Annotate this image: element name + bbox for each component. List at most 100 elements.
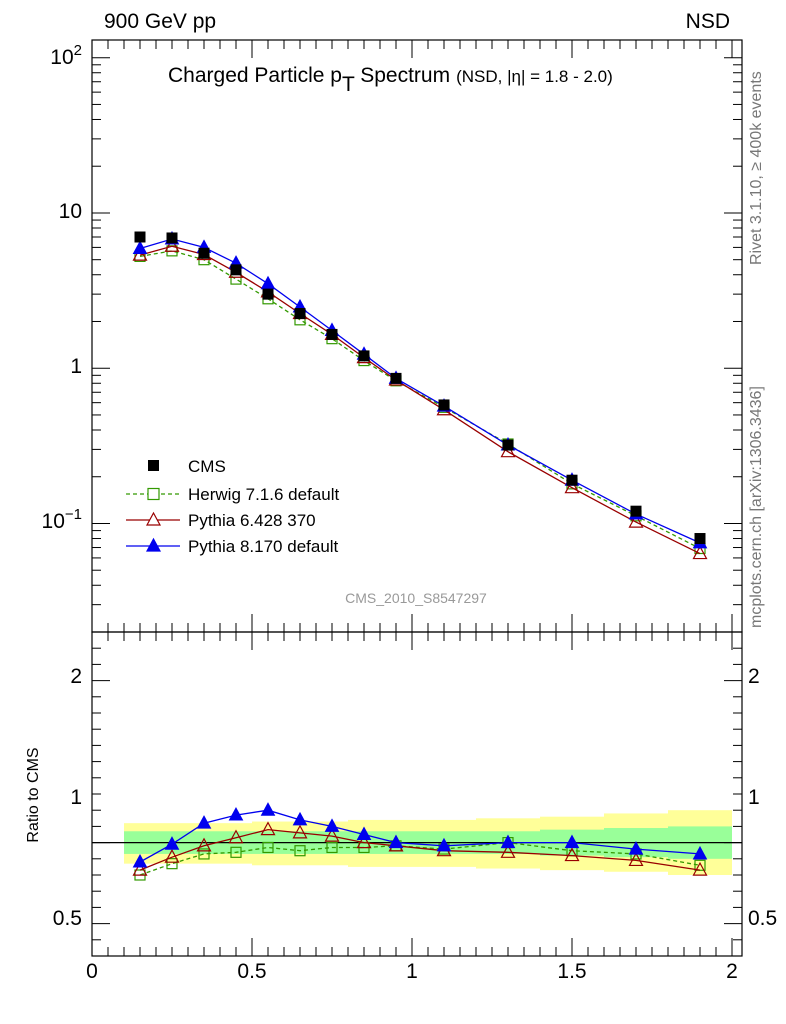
ratio-point-pythia-8-170-default <box>228 807 244 821</box>
ratio-point-pythia-8-170-default <box>692 845 708 860</box>
main-line-pythia-6-428-370 <box>139 245 701 555</box>
x-tick-label-1: 1 <box>406 960 418 983</box>
main-point-herwig-7-1-6-default <box>230 273 242 285</box>
main-point-pythia-6-428-370 <box>628 513 644 528</box>
title-main: Charged Particle p <box>168 64 342 87</box>
legend-marker-pythia6 <box>126 511 180 526</box>
main-point-cms <box>166 232 178 244</box>
ratio-plot-panel: 2 1 0.5 2 1 0.5 Ratio to CMS 0 0.5 1 1.5… <box>25 631 777 983</box>
y-tick-label-0.1: 10−1 <box>42 506 82 533</box>
ratio-plot-content <box>92 802 742 881</box>
ratio-point-pythia-6-428-370 <box>260 821 276 836</box>
legend-label-pythia6: Pythia 6.428 370 <box>188 511 316 530</box>
x-tick-label-2: 2 <box>726 960 738 983</box>
main-point-cms <box>566 474 578 486</box>
legend-label-pythia8: Pythia 8.170 default <box>188 537 339 556</box>
ratio-point-herwig-7-1-6-default <box>326 841 338 854</box>
ratio-y-tick-right-1: 1 <box>748 786 760 809</box>
y-tick-label-10: 10 <box>59 200 82 223</box>
main-point-cms <box>230 264 242 276</box>
legend-marker-pythia8 <box>126 537 180 552</box>
ratio-point-herwig-7-1-6-default <box>166 858 178 870</box>
main-point-cms <box>134 231 146 243</box>
title-subscript: T <box>342 73 355 96</box>
ratio-point-herwig-7-1-6-default <box>230 846 242 858</box>
ratio-point-pythia-8-170-default <box>500 834 516 849</box>
ratio-y-tick-left-0.5: 0.5 <box>53 907 82 930</box>
ratio-line-pythia-6-428-370 <box>139 828 701 871</box>
ratio-point-pythia-6-428-370 <box>164 848 180 863</box>
main-point-cms <box>694 533 706 545</box>
legend: CMS Herwig 7.1.6 default Pythia 6.428 37… <box>126 457 339 556</box>
ratio-point-herwig-7-1-6-default <box>694 859 706 871</box>
ratio-plot-frame <box>91 631 743 957</box>
main-point-cms <box>438 399 450 411</box>
ratio-point-pythia-6-428-370 <box>628 852 644 867</box>
ratio-point-pythia-8-170-default <box>436 837 452 852</box>
y-tick-label-100: 102 <box>50 42 82 69</box>
ratio-y-tick-right-2: 2 <box>748 665 760 688</box>
ratio-point-pythia-8-170-default <box>564 834 580 849</box>
header-energy-label: 900 GeV pp <box>104 10 216 33</box>
main-axis-ticks <box>91 40 742 633</box>
analysis-id-label: CMS_2010_S8547297 <box>345 590 487 606</box>
main-point-pythia-6-428-370 <box>132 246 148 261</box>
legend-marker-cms <box>148 460 159 471</box>
main-point-cms <box>390 372 402 384</box>
title-cuts: (NSD, |η| = 1.8 - 2.0) <box>456 67 613 86</box>
ratio-point-pythia-8-170-default <box>628 841 644 855</box>
ratio-point-pythia-8-170-default <box>164 836 180 850</box>
y-tick-label-1: 1 <box>70 355 82 378</box>
main-point-cms <box>198 247 210 259</box>
main-point-pythia-6-428-370 <box>692 545 708 560</box>
main-point-cms <box>630 505 642 517</box>
ratio-point-pythia-6-428-370 <box>356 834 372 849</box>
ratio-axis-ticks <box>91 632 742 956</box>
main-point-cms <box>358 350 370 362</box>
ratio-line-pythia-8-170-default <box>139 809 701 863</box>
main-point-cms <box>262 288 274 300</box>
ratio-point-pythia-6-428-370 <box>500 844 516 858</box>
ratio-point-pythia-6-428-370 <box>132 861 148 876</box>
legend-label-herwig: Herwig 7.1.6 default <box>188 485 339 504</box>
ratio-point-pythia-6-428-370 <box>692 861 708 876</box>
title-main2: Spectrum <box>354 64 450 87</box>
rivet-version-label: Rivet 3.1.10, ≥ 400k events <box>748 71 765 265</box>
main-plot-content <box>132 230 708 560</box>
ratio-point-pythia-8-170-default <box>356 826 372 840</box>
ratio-point-pythia-8-170-default <box>388 834 404 849</box>
ratio-point-pythia-6-428-370 <box>292 824 308 839</box>
main-point-pythia-8-170-default <box>132 240 148 255</box>
main-point-cms <box>294 308 306 320</box>
plot-title: Charged Particle pT Spectrum (NSD, |η| = … <box>168 64 613 96</box>
legend-label-cms: CMS <box>188 457 226 476</box>
ratio-point-pythia-6-428-370 <box>196 837 212 852</box>
y-tick-exponent-minus1: −1 <box>65 506 82 523</box>
ratio-point-pythia-8-170-default <box>292 811 308 826</box>
ratio-point-herwig-7-1-6-default <box>294 845 306 857</box>
ratio-y-tick-left-2: 2 <box>70 665 82 688</box>
ratio-point-pythia-8-170-default <box>196 815 212 829</box>
ratio-y-tick-left-1: 1 <box>70 786 82 809</box>
main-point-pythia-8-170-default <box>260 275 276 290</box>
y-tick-exponent-2: 2 <box>74 42 82 59</box>
ratio-point-pythia-6-428-370 <box>228 829 244 844</box>
main-point-pythia-6-428-370 <box>164 238 180 252</box>
ratio-point-pythia-8-170-default <box>132 853 148 868</box>
ratio-y-axis-label: Ratio to CMS <box>25 747 42 842</box>
ratio-point-pythia-8-170-default <box>260 802 276 816</box>
main-point-pythia-6-428-370 <box>564 479 580 494</box>
ratio-y-tick-right-0.5: 0.5 <box>748 907 777 930</box>
main-plot-panel: 102 10 1 10−1 Charged Particle pT Spectr… <box>42 39 743 633</box>
x-tick-label-0.5: 0.5 <box>237 960 266 983</box>
ratio-point-herwig-7-1-6-default <box>198 848 210 860</box>
main-point-cms <box>502 439 514 451</box>
main-point-cms <box>326 328 338 340</box>
x-tick-label-0: 0 <box>86 960 98 983</box>
main-point-pythia-6-428-370 <box>500 443 516 458</box>
ratio-point-pythia-6-428-370 <box>324 827 340 842</box>
ratio-point-pythia-6-428-370 <box>564 847 580 862</box>
mcplots-label: mcplots.cern.ch [arXiv:1306.3436] <box>748 386 765 628</box>
ratio-point-pythia-8-170-default <box>324 818 340 832</box>
